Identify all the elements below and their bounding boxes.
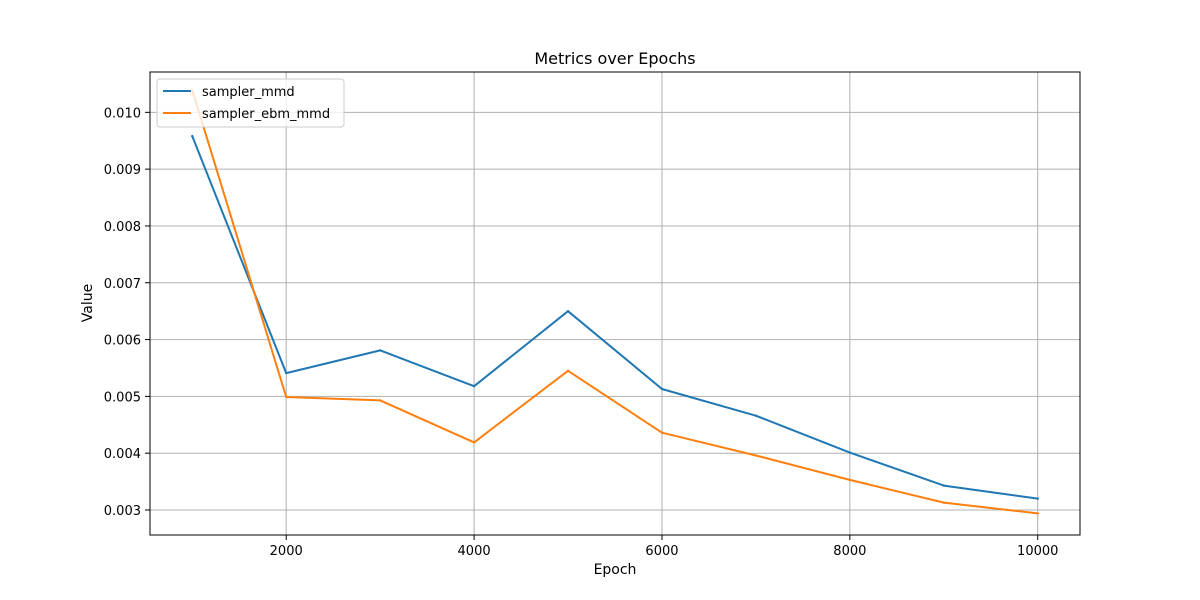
y-axis-label: Value [80, 284, 96, 322]
data-point-sampler-mmd [754, 414, 758, 417]
y-tick-label: 0.009 [104, 163, 141, 178]
x-tick-label: 2000 [270, 544, 303, 559]
data-point-sampler-mmd [472, 384, 476, 388]
x-tick-label: 6000 [645, 544, 678, 559]
series-line-sampler-ebm-mmd [191, 88, 1039, 515]
legend: sampler_mmd sampler_ebm_mmd [156, 78, 345, 128]
y-tick-label: 0.004 [104, 447, 141, 462]
series-lines [191, 88, 1039, 515]
data-point-sampler-ebm-mmd [285, 395, 288, 399]
x-tick-label: 4000 [458, 544, 491, 559]
y-tick-label: 0.007 [104, 277, 141, 292]
chart-title: Metrics over Epochs [534, 49, 695, 68]
x-tick-label: 8000 [833, 544, 866, 559]
data-point-sampler-mmd [285, 371, 288, 375]
data-point-sampler-mmd [566, 309, 570, 313]
data-point-sampler-mmd [660, 387, 664, 391]
series-line-sampler-mmd [191, 134, 1039, 500]
data-point-sampler-ebm-mmd [472, 441, 476, 444]
y-tick-label: 0.005 [104, 390, 141, 405]
data-point-sampler-mmd [942, 484, 945, 487]
x-axis-label: Epoch [594, 562, 637, 578]
data-point-sampler-ebm-mmd [660, 431, 664, 434]
data-point-sampler-mmd [848, 451, 852, 454]
y-tick-label: 0.006 [104, 334, 141, 349]
data-point-sampler-ebm-mmd [848, 478, 852, 482]
x-tick-label: 10000 [1017, 544, 1058, 559]
data-point-sampler-ebm-mmd [754, 454, 758, 457]
y-tick-label: 0.003 [104, 504, 141, 519]
axis-ticks: 2000 4000 6000 8000 10000 0.003 0.004 0.005 0.00… [104, 106, 1059, 559]
data-point-sampler-mmd [378, 349, 382, 352]
legend-box [156, 78, 345, 128]
data-point-sampler-ebm-mmd [566, 369, 570, 373]
y-tick-label: 0.008 [104, 220, 141, 235]
y-tick-label: 0.010 [104, 106, 141, 121]
data-point-sampler-mmd [1036, 497, 1039, 500]
data-point-sampler-ebm-mmd [942, 501, 945, 504]
grid [150, 72, 1080, 535]
legend-label-sampler-ebm-mmd: sampler_ebm_mmd [202, 107, 330, 122]
data-point-sampler-ebm-mmd [1036, 512, 1039, 515]
data-point-sampler-ebm-mmd [378, 399, 382, 402]
plot-frame [149, 71, 1081, 536]
legend-label-sampler-mmd: sampler_mmd [202, 85, 295, 100]
data-point-sampler-mmd [191, 134, 194, 138]
